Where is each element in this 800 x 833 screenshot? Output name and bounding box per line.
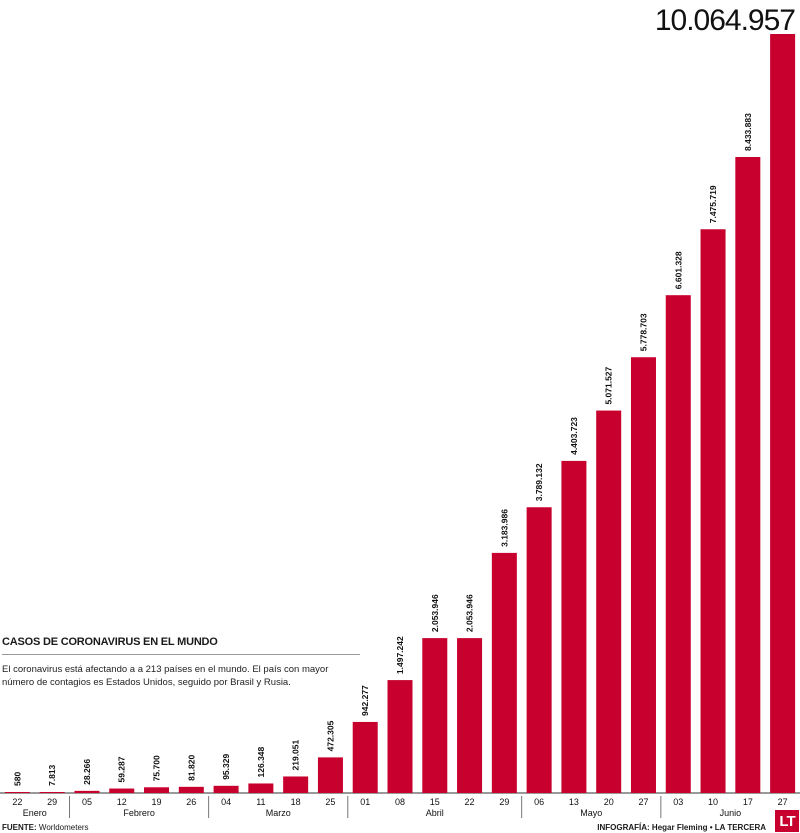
la-tercera-logo: LT [775,810,799,832]
x-tick-label: 10 [708,797,718,807]
source-note: FUENTE: Worldometers [2,823,89,832]
x-tick-label: 19 [152,797,162,807]
month-label: Junio [720,808,742,818]
data-label: 10.064.957 [655,4,795,37]
data-label: 6.601.328 [673,251,683,289]
x-tick-label: 17 [743,797,753,807]
month-label: Enero [23,808,47,818]
x-tick-label: 08 [395,797,405,807]
x-tick-label: 25 [325,797,335,807]
data-label: 4.403.723 [569,417,579,455]
data-label: 59.287 [117,756,127,782]
chart-description: El coronavirus está afectando a a 213 pa… [2,664,329,688]
bar [491,552,517,793]
x-tick-label: 18 [291,797,301,807]
bar [144,787,170,793]
data-label: 95.329 [221,754,231,780]
data-label: 2.053.946 [465,594,475,632]
bar [422,638,448,793]
bar [248,783,274,793]
x-tick-label: 22 [12,797,22,807]
bar [596,410,622,793]
source-label: FUENTE: [2,823,37,832]
month-label: Marzo [266,808,291,818]
bar [630,357,656,793]
x-tick-label: 29 [47,797,57,807]
bar [4,792,30,793]
x-tick-label: 12 [117,797,127,807]
data-label: 5.071.527 [604,366,614,404]
bar [457,638,483,793]
data-label: 5.778.703 [638,313,648,351]
data-label: 3.183.986 [499,509,509,547]
x-tick-label: 03 [673,797,683,807]
bar [213,785,239,793]
month-label: Febrero [123,808,155,818]
x-tick-label: 13 [569,797,579,807]
data-label: 472.305 [325,720,335,751]
data-label: 8.433.883 [743,113,753,151]
bar [700,229,726,793]
bar [387,680,413,793]
data-label: 75.700 [152,755,162,781]
info-panel: Casos de coronavirus en el mundo El coro… [2,636,360,689]
data-label: 219.051 [291,739,301,770]
x-tick-label: 22 [465,797,475,807]
credit-note: INFOGRAFÍA: Hegar Fleming • LA TERCERA [597,823,766,832]
source-value: Worldometers [38,823,89,832]
x-tick-label: 04 [221,797,231,807]
bar [39,792,65,793]
month-label: Mayo [580,808,602,818]
bar [352,721,378,793]
data-label: 3.789.132 [534,463,544,501]
data-label: 126.348 [256,746,266,777]
x-tick-label: 29 [499,797,509,807]
bar [74,790,100,793]
x-tick-label: 15 [430,797,440,807]
data-label: 1.497.242 [395,636,405,674]
x-tick-label: 11 [256,797,265,807]
bar [526,507,552,793]
data-label: 28.266 [82,759,92,785]
data-label: 7.813 [47,764,57,786]
x-tick-label: 27 [638,797,648,807]
month-label: Abril [426,808,444,818]
bar [561,460,587,793]
x-tick-label: 27 [778,797,788,807]
bar [735,156,761,794]
bar [665,295,691,793]
data-label: 81.820 [186,755,196,781]
x-tick-label: 05 [82,797,92,807]
bar [178,786,204,793]
data-label: 942.277 [360,685,370,716]
x-tick-label: 06 [534,797,544,807]
data-label: 580 [12,772,22,786]
x-tick-label: 20 [604,797,614,807]
data-label: 7.475.719 [708,185,718,223]
bar [770,34,796,793]
bar [283,776,309,793]
x-tick-label: 01 [360,797,370,807]
bar [109,788,135,793]
chart-title: Casos de coronavirus en el mundo [2,636,360,655]
bar [317,757,343,793]
x-tick-label: 26 [186,797,196,807]
data-label: 2.053.946 [430,594,440,632]
